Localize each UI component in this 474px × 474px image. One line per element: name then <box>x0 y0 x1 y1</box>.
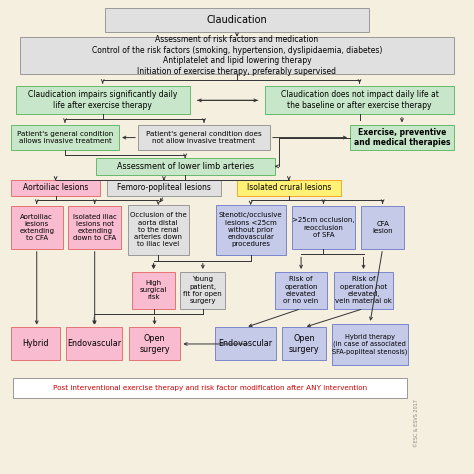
Text: Hybrid therapy
(in case of associated
SFA-popliteal stenosis): Hybrid therapy (in case of associated SF… <box>332 334 408 355</box>
FancyBboxPatch shape <box>265 86 454 115</box>
FancyBboxPatch shape <box>20 36 454 74</box>
FancyBboxPatch shape <box>275 272 328 309</box>
FancyBboxPatch shape <box>132 272 175 309</box>
Text: Risk of
operation
elevated
or no vein: Risk of operation elevated or no vein <box>283 276 319 304</box>
Text: Assessment of risk factors and medication
Control of the risk factors (smoking, : Assessment of risk factors and medicatio… <box>92 35 382 76</box>
FancyBboxPatch shape <box>66 328 122 360</box>
FancyBboxPatch shape <box>68 206 121 249</box>
Text: Isolated crural lesions: Isolated crural lesions <box>246 183 331 192</box>
Text: Endovascular: Endovascular <box>67 339 121 348</box>
FancyBboxPatch shape <box>105 9 369 32</box>
Text: Aortoiliac
lesions
extending
to CFA: Aortoiliac lesions extending to CFA <box>19 214 54 241</box>
FancyBboxPatch shape <box>216 205 285 255</box>
Text: Isolated iliac
lesions not
extending
down to CFA: Isolated iliac lesions not extending dow… <box>73 214 117 241</box>
FancyBboxPatch shape <box>282 328 326 360</box>
Text: High
surgical
risk: High surgical risk <box>140 280 167 301</box>
FancyBboxPatch shape <box>292 206 355 249</box>
FancyBboxPatch shape <box>16 86 190 115</box>
Text: Endovascular: Endovascular <box>219 339 273 348</box>
FancyBboxPatch shape <box>11 125 119 150</box>
Text: Hybrid: Hybrid <box>22 339 49 348</box>
FancyBboxPatch shape <box>11 206 63 249</box>
Text: Open
surgery: Open surgery <box>289 334 319 354</box>
Text: Occlusion of the
aorta distal
to the renal
arteries down
to iliac level: Occlusion of the aorta distal to the ren… <box>130 212 187 247</box>
FancyBboxPatch shape <box>108 181 220 196</box>
Text: Open
surgery: Open surgery <box>139 334 170 354</box>
Text: Risk of
operation not
elevated,
vein material ok: Risk of operation not elevated, vein mat… <box>335 276 392 304</box>
FancyBboxPatch shape <box>181 272 225 309</box>
FancyBboxPatch shape <box>11 181 100 196</box>
Text: Patient's general condition
allows invasive treatment: Patient's general condition allows invas… <box>17 131 113 144</box>
Text: Claudication impairs significantly daily
life after exercise therapy: Claudication impairs significantly daily… <box>28 91 177 110</box>
FancyBboxPatch shape <box>11 328 60 360</box>
Text: Aortoiliac lesions: Aortoiliac lesions <box>23 183 88 192</box>
FancyBboxPatch shape <box>128 205 189 255</box>
Text: Claudication does not impact daily life at
the baseline or after exercise therap: Claudication does not impact daily life … <box>281 91 438 110</box>
Text: Post interventional exercise therapy and risk factor modification after ANY inte: Post interventional exercise therapy and… <box>53 385 367 391</box>
Text: Assessment of lower limb arteries: Assessment of lower limb arteries <box>117 162 254 171</box>
Text: Exercise, preventive
and medical therapies: Exercise, preventive and medical therapi… <box>354 128 450 147</box>
Text: CFA
lesion: CFA lesion <box>372 221 393 234</box>
FancyBboxPatch shape <box>13 378 407 398</box>
FancyBboxPatch shape <box>96 158 275 175</box>
FancyBboxPatch shape <box>332 324 408 365</box>
FancyBboxPatch shape <box>128 328 181 360</box>
Text: ©ESC & ESVS 2017: ©ESC & ESVS 2017 <box>414 400 419 447</box>
FancyBboxPatch shape <box>138 125 270 150</box>
Text: >25cm occlusion,
reocclusion
of SFA: >25cm occlusion, reocclusion of SFA <box>292 217 355 238</box>
FancyBboxPatch shape <box>237 181 341 196</box>
Text: Patient's general condition does
not allow invasive treatment: Patient's general condition does not all… <box>146 131 262 144</box>
Text: Femoro-popliteal lesions: Femoro-popliteal lesions <box>117 183 211 192</box>
Text: Young
patient,
fit for open
surgery: Young patient, fit for open surgery <box>183 276 222 304</box>
FancyBboxPatch shape <box>361 206 404 249</box>
FancyBboxPatch shape <box>334 272 393 309</box>
FancyBboxPatch shape <box>215 328 276 360</box>
FancyBboxPatch shape <box>350 125 454 150</box>
Text: Claudication: Claudication <box>207 15 267 25</box>
Text: Stenotic/occlusive
lesions <25cm
without prior
endovascular
procedures: Stenotic/occlusive lesions <25cm without… <box>219 212 283 247</box>
